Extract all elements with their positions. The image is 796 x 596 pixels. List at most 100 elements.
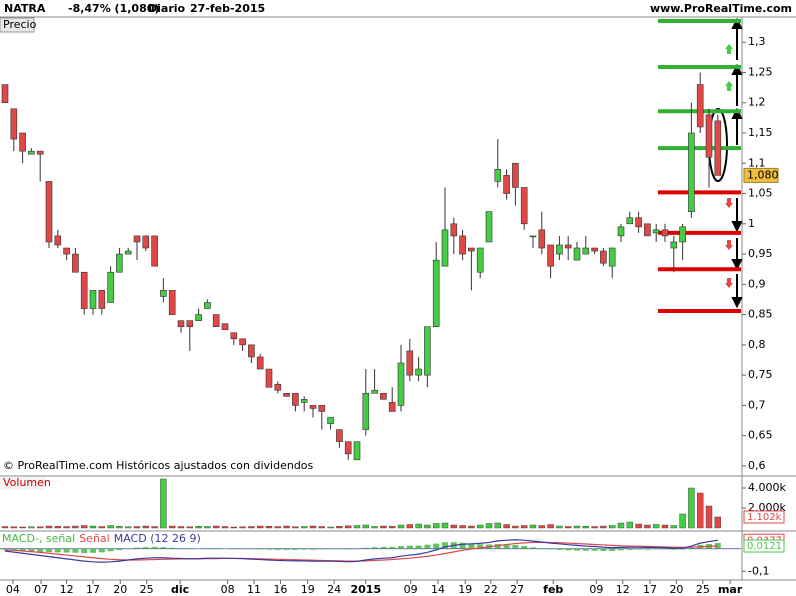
volume-bar — [591, 526, 598, 529]
arrow-head — [731, 107, 743, 119]
volume-bar — [371, 526, 378, 529]
histogram-bar — [19, 548, 26, 551]
volume-bar — [124, 526, 132, 529]
candle-body — [362, 392, 370, 430]
x-tick-label: 17 — [86, 583, 100, 596]
y-tick-label: 0,75 — [748, 368, 773, 381]
volume-bar — [318, 526, 325, 529]
volume-bar — [521, 525, 528, 529]
candle-body — [415, 368, 422, 376]
candle-body — [98, 290, 106, 309]
candle-body — [116, 253, 123, 273]
volume-bar — [142, 525, 150, 529]
candle-body — [503, 175, 510, 194]
down-arrow — [725, 198, 733, 208]
histogram-bar — [406, 545, 413, 549]
volume-bar — [406, 524, 413, 529]
x-tick-label: 27 — [510, 583, 524, 596]
candle-body — [459, 235, 466, 255]
volume-bar — [89, 525, 97, 529]
up-arrow — [725, 44, 733, 54]
volume-bar — [679, 513, 686, 529]
site: www.ProRealTime.com — [650, 2, 792, 15]
arrow-head — [731, 297, 743, 309]
histogram-bar — [345, 548, 352, 550]
volume-bar — [609, 525, 616, 529]
volume-bar — [477, 524, 484, 529]
arrow-head — [731, 221, 743, 233]
volume-bar — [697, 492, 704, 529]
y-tick-label: 1,05 — [748, 187, 773, 200]
candle-body — [556, 244, 563, 255]
histogram-bar — [424, 544, 431, 549]
y-tick-label: 0,9 — [748, 277, 766, 290]
volume-bar — [160, 478, 167, 529]
volume-bar — [212, 525, 220, 529]
candle-body — [195, 314, 202, 321]
legend-entry: MACD (12 26 9) — [114, 532, 201, 545]
histogram-bar — [28, 548, 35, 552]
x-tick-label: 17 — [643, 583, 657, 596]
candle-body — [142, 235, 150, 249]
x-tick-label: 08 — [221, 583, 235, 596]
histogram-bar — [538, 548, 545, 549]
x-tick-label: 22 — [484, 583, 498, 596]
y-tick-label: 0,85 — [748, 308, 773, 321]
volume-bar — [230, 526, 238, 529]
volume-bar — [661, 524, 669, 529]
histogram-bar — [169, 547, 176, 549]
volume-bar — [547, 524, 554, 529]
y-tick-label: 1 — [748, 217, 755, 230]
candle-body — [124, 250, 132, 255]
histogram-bar — [662, 548, 668, 550]
histogram-bar — [204, 548, 211, 549]
histogram-bar — [512, 544, 519, 549]
histogram-bar — [556, 548, 563, 550]
candle-body — [28, 150, 35, 155]
volume-bar — [221, 526, 229, 529]
badge — [743, 539, 785, 553]
volume-bar — [45, 525, 53, 529]
candle-body — [353, 441, 361, 461]
volume-bar — [424, 524, 431, 529]
x-tick-label: 04 — [6, 583, 20, 596]
x-tick-label: 16 — [273, 583, 287, 596]
series-line — [4, 539, 718, 563]
volume-bar — [10, 526, 18, 529]
histogram-bar — [134, 547, 140, 549]
histogram-bar — [547, 548, 554, 550]
volume-bar — [494, 522, 501, 529]
candle-body — [670, 241, 678, 249]
histogram-bar — [477, 544, 484, 549]
volume-bar — [512, 525, 519, 529]
histogram-bar — [213, 548, 220, 549]
histogram-bar — [494, 544, 501, 549]
histogram-bar — [618, 548, 624, 551]
candle-body — [591, 247, 598, 252]
volume-bar — [389, 526, 396, 529]
candle-body — [468, 247, 475, 252]
volume-bar — [600, 525, 607, 529]
volume-bar — [459, 525, 466, 529]
date: 27-feb-2015 — [190, 2, 265, 15]
volume-bar — [133, 526, 141, 529]
volume-bar — [714, 516, 721, 529]
x-tick-label: dic — [171, 583, 189, 596]
histogram-bar — [591, 548, 598, 551]
histogram-bar — [714, 542, 721, 549]
volume-bar — [186, 526, 194, 529]
y-tick-label: 1,1 — [748, 156, 766, 169]
volume-bar — [54, 526, 61, 529]
candle-body — [177, 320, 185, 328]
histogram-bar — [442, 542, 448, 549]
y-tick-label: 0,65 — [748, 429, 773, 442]
volume-bar — [573, 525, 581, 529]
histogram-bar — [2, 548, 8, 550]
y-tick-label: 0,95 — [748, 247, 773, 260]
histogram-bar — [107, 548, 114, 552]
volume-tag — [0, 477, 46, 490]
volume-bar — [415, 523, 422, 529]
volume-bar — [37, 526, 44, 529]
candle-body — [160, 290, 167, 297]
